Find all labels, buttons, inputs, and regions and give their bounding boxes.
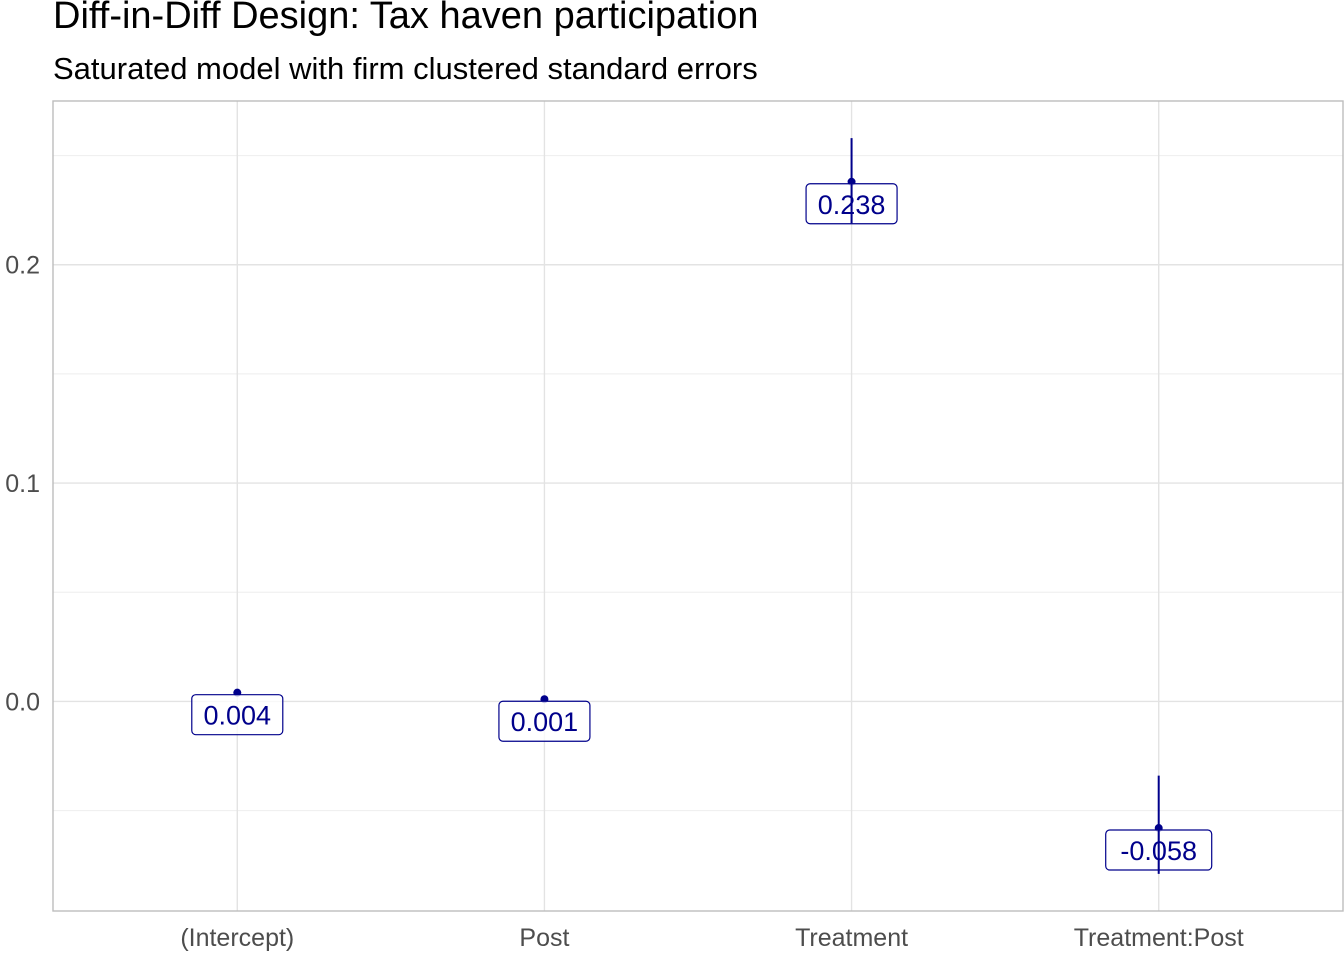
- panel-border: [52, 100, 1344, 912]
- chart-subtitle: Saturated model with firm clustered stan…: [53, 51, 758, 86]
- x-tick-label: (Intercept): [180, 924, 294, 952]
- y-tick-label: 0.0: [5, 688, 40, 716]
- data-label: 0.004: [203, 701, 271, 731]
- y-axis-ticks: 0.0 0.1 0.2: [5, 252, 40, 717]
- coefficient-1: 0.001: [498, 695, 591, 742]
- x-axis-ticks: (Intercept) Post Treatment Treatment:Post: [180, 924, 1243, 952]
- chart-title: Diff-in-Diff Design: Tax haven participa…: [53, 0, 759, 37]
- x-tick-label: Post: [519, 924, 569, 952]
- data-label: -0.058: [1120, 836, 1197, 866]
- coefficient-2: 0.238: [805, 138, 898, 225]
- coefficient-0: 0.004: [191, 688, 284, 736]
- x-tick-label: Treatment:Post: [1074, 924, 1244, 952]
- data-label: 0.238: [818, 190, 886, 220]
- x-tick-label: Treatment: [795, 924, 908, 952]
- coefficient-3: -0.058: [1105, 775, 1213, 874]
- data-label: 0.001: [511, 707, 579, 737]
- coefficient-marks: 0.004 0.001 0.238 -0.058: [191, 138, 1213, 874]
- y-tick-label: 0.1: [5, 470, 40, 498]
- major-gridlines: [53, 101, 1343, 911]
- minor-gridlines: [53, 154, 1343, 812]
- y-tick-label: 0.2: [5, 252, 40, 280]
